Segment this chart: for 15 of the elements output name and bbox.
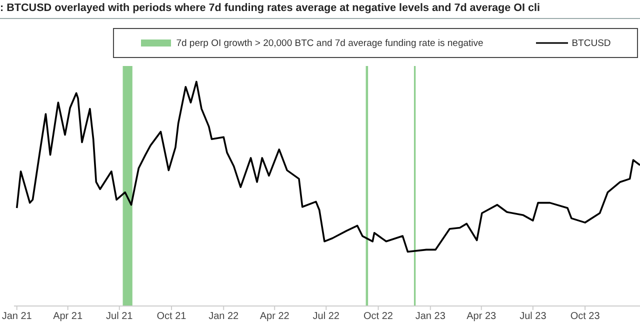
x-tick-label: Jan 21 [2,311,32,322]
x-tick-label: Apr 22 [260,311,290,322]
chart-title: : BTCUSD overlayed with periods where 7d funding rates average at negative levels and 7d average OI cli [0,2,640,19]
x-tick-label: Jan 23 [415,311,446,322]
legend-label: BTCUSD [572,38,611,48]
x-tick-label: Apr 23 [466,311,497,322]
x-tick-label: Jul 23 [520,311,547,322]
x-tick-label: Jan 22 [208,311,240,322]
x-tick-label: Apr 21 [53,311,83,322]
x-tick-label: Oct 23 [570,311,600,322]
x-tick-label: Oct 21 [156,311,187,322]
x-tick-label: Jul 22 [312,311,340,322]
legend-label: 7d perp OI growth > 20,000 BTC and 7d average funding rate is negative [176,38,484,48]
x-tick-label: Jul 21 [106,311,134,322]
x-tick-label: Oct 22 [364,311,394,322]
